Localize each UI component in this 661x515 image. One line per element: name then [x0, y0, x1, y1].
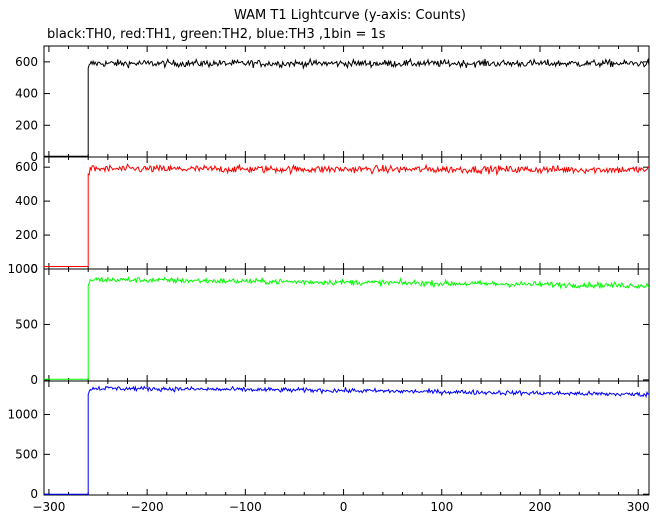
- panel-th3-ytick-label: 500: [15, 447, 38, 461]
- panel-th0-ytick-label: 200: [15, 118, 38, 132]
- x-tick-label: 100: [430, 500, 453, 514]
- panel-th0-ytick-label: 0: [30, 150, 38, 164]
- panel-th2-series-line: [44, 275, 650, 380]
- panel-th1-ytick-label: 200: [15, 228, 38, 242]
- x-tick-label: 0: [340, 500, 348, 514]
- panel-th0-series-line: [44, 57, 650, 157]
- panel-th1-ytick-label: 600: [15, 160, 38, 174]
- panel-th3-ytick-label: 0: [30, 487, 38, 501]
- panel-th3-ytick-label: 1000: [7, 407, 38, 421]
- x-tick-label: 300: [627, 500, 650, 514]
- panel-th2-ytick-label: 500: [15, 317, 38, 331]
- panel-th0-ytick-label: 600: [15, 55, 38, 69]
- panel-th0-ytick-label: 400: [15, 87, 38, 101]
- x-tick-label: −300: [32, 500, 65, 514]
- panel-th1-series-line: [44, 163, 650, 267]
- x-tick-label: 200: [529, 500, 552, 514]
- panel-th2-ytick-label: 1000: [7, 262, 38, 276]
- panel-th3-frame: [43, 380, 650, 496]
- x-tick-label: −100: [229, 500, 262, 514]
- chart-title: WAM T1 Lightcurve (y-axis: Counts): [234, 8, 466, 23]
- panel-th2-ytick-label: 0: [30, 373, 38, 387]
- panel-th1-ytick-label: 400: [15, 194, 38, 208]
- chart-subtitle: black:TH0, red:TH1, green:TH2, blue:TH3 …: [47, 27, 386, 42]
- panel-th1-ytick-label: 0: [30, 262, 38, 276]
- x-tick-label: −200: [131, 500, 164, 514]
- panel-th3-series-line: [44, 385, 650, 495]
- panel-th1-frame: [43, 156, 650, 270]
